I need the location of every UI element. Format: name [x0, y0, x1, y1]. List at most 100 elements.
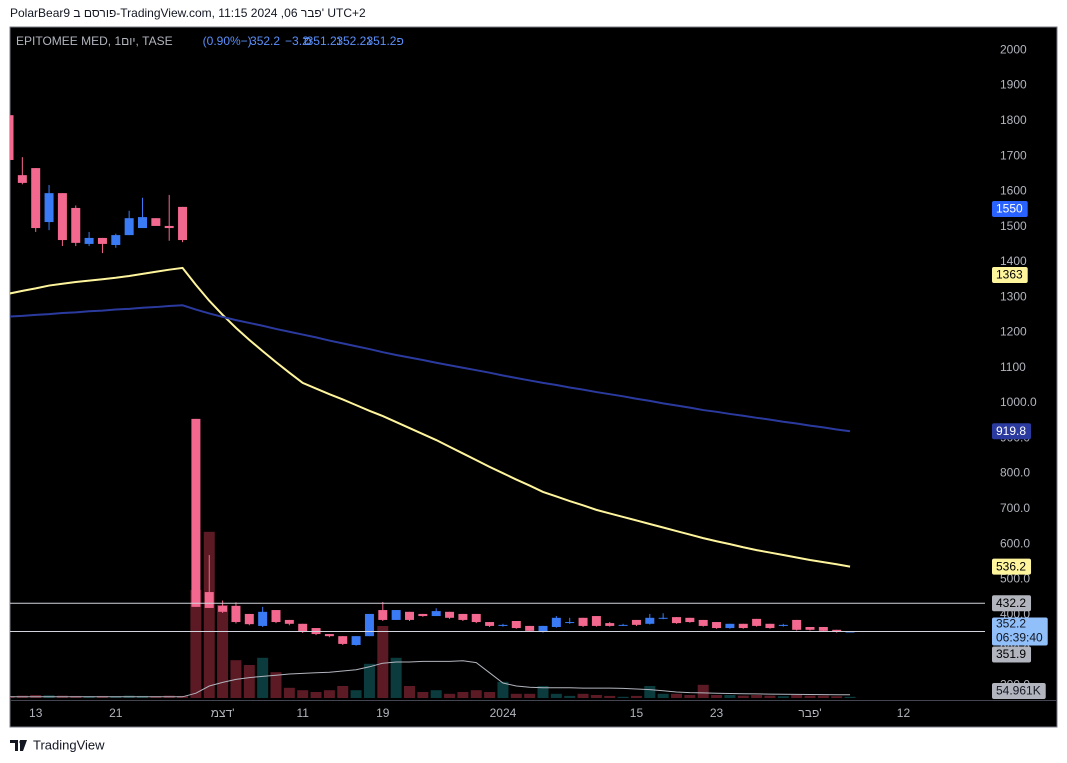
legend-ohlc-label: ג: [366, 34, 371, 48]
price-badge: 536.2: [992, 558, 1032, 575]
y-tick-label: 1900: [1000, 78, 1027, 92]
candle-body: [191, 418, 201, 607]
volume-bar: [270, 672, 282, 698]
candle-body: [591, 616, 601, 626]
volume-bar: [243, 665, 255, 698]
volume-bar: [203, 531, 215, 698]
candle-body: [471, 613, 481, 623]
volume-bar: [297, 690, 309, 698]
volume-bar: [751, 695, 763, 698]
candle-body: [738, 623, 748, 629]
volume-bar: [350, 690, 362, 698]
legend: EPITOMEE MED, 1יום, TASE פ351.2ג352.2נ351…: [16, 34, 404, 48]
price-badge-box: [992, 595, 1032, 612]
candle-body: [538, 625, 548, 632]
candle-body: [405, 611, 414, 620]
y-tick-label: 1800: [1000, 113, 1027, 127]
candle-body: [97, 237, 107, 244]
x-tick-label: 11: [296, 706, 309, 720]
candle-body: [485, 622, 495, 626]
candle-body: [618, 624, 628, 626]
candle-body: [138, 217, 147, 229]
volume-bar: [310, 692, 322, 698]
price-badge-label: 1550: [996, 202, 1023, 216]
candle-body: [605, 623, 615, 626]
candle-body: [805, 626, 815, 630]
logo-text: TradingView: [33, 737, 105, 752]
volume-bar: [711, 695, 723, 698]
volume-bar: [617, 696, 629, 698]
candle-body: [832, 629, 842, 632]
price-badge-label: 536.2: [996, 559, 1026, 573]
volume-bar: [417, 692, 429, 698]
price-badge: 919.8: [992, 423, 1032, 440]
candle-body: [271, 610, 281, 623]
price-badge: 352.206:39:40: [992, 617, 1048, 646]
candle-body: [818, 626, 828, 631]
y-tick-label: 700.0: [1000, 501, 1030, 515]
candle-body: [10, 115, 14, 160]
volume-bar: [323, 690, 335, 698]
volume-bar: [377, 626, 389, 698]
ma-line: [10, 304, 851, 433]
logo: [10, 740, 27, 751]
price-badge-label: 06:39:40: [996, 631, 1043, 645]
price-badge-box: [992, 201, 1028, 218]
y-tick-label: 500.0: [1000, 572, 1030, 586]
x-tick-label: 19: [376, 706, 390, 720]
x-tick-label: 15: [630, 706, 644, 720]
volume-bar: [457, 692, 469, 698]
legend-title: EPITOMEE MED, 1יום, TASE: [16, 34, 173, 48]
candle-body: [792, 619, 802, 630]
legend-ohlc-value: 351.2: [307, 34, 337, 48]
volume-bar: [724, 695, 736, 698]
volume-bar: [844, 696, 856, 698]
price-badge: 1550: [992, 201, 1028, 218]
legend-ohlc-value: 352.2: [336, 34, 366, 48]
y-tick-label: 1300: [1000, 289, 1027, 303]
volume-bar: [257, 657, 269, 698]
x-tick-label: פבר': [798, 706, 821, 720]
plot-area: [10, 115, 985, 698]
candle-body: [164, 225, 174, 229]
price-badge-box: [992, 266, 1028, 283]
volume-bar: [684, 695, 696, 698]
candle-body: [231, 605, 241, 623]
candle-body: [391, 610, 401, 620]
price-badge-box: [992, 617, 1048, 646]
volume-bar: [697, 684, 709, 698]
candle-body: [778, 624, 788, 626]
price-badge: 432.2: [992, 595, 1032, 612]
candle-body: [498, 624, 508, 626]
volume-bar: [537, 686, 549, 698]
x-tick-label: 21: [109, 706, 123, 720]
candle-body: [458, 613, 468, 620]
legend-ohlc-label: ס: [304, 34, 312, 48]
price-badge: 54.961K: [992, 683, 1046, 699]
price-badge-label: 432.2: [996, 596, 1026, 610]
candle-body: [284, 619, 294, 624]
candle-body: [178, 206, 188, 241]
candle-body: [218, 605, 228, 612]
candle-body: [698, 619, 708, 626]
y-tick-label: 2000: [1000, 42, 1027, 56]
volume-bar: [777, 696, 789, 698]
candle-body: [44, 193, 54, 223]
price-badge-box: [992, 683, 1046, 699]
x-tick-label: 13: [29, 706, 43, 720]
y-tick-label: 1700: [1000, 148, 1027, 162]
price-badge: 1363: [992, 266, 1028, 283]
volume-bar: [590, 695, 602, 698]
volume-bar: [497, 681, 509, 698]
y-tick-label: 1000.0: [1000, 395, 1037, 409]
candle-body: [418, 613, 428, 617]
candle-body: [151, 218, 161, 226]
candle-body: [631, 619, 641, 625]
candle-body: [71, 207, 81, 243]
candle-body: [84, 237, 94, 244]
volume-bar: [470, 690, 482, 698]
price-badge-label: 351.9: [996, 647, 1026, 661]
volume-bar: [817, 695, 829, 698]
candle-body: [111, 235, 121, 245]
volume-bar: [217, 605, 229, 698]
